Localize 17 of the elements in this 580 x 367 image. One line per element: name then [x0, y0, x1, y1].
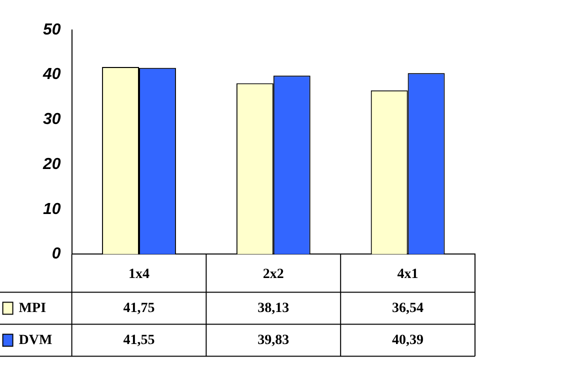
data-label: 41,75 — [123, 300, 155, 316]
legend-label: MPI — [18, 300, 46, 316]
data-label: 39,83 — [258, 332, 290, 348]
x-tick-label: 4x1 — [397, 267, 418, 282]
y-tick-label: 0 — [52, 246, 61, 263]
legend-label: DVM — [18, 332, 52, 348]
x-tick-label: 2x2 — [262, 267, 284, 282]
data-label: 41,55 — [123, 332, 155, 348]
y-tick-label: 40 — [42, 66, 61, 84]
y-tick-label: 20 — [42, 156, 61, 173]
data-label: 38,13 — [258, 300, 290, 316]
y-tick-label: 30 — [43, 111, 61, 128]
data-label: 36,54 — [392, 300, 424, 316]
x-tick-label: 1x4 — [128, 267, 150, 282]
y-tick-label: 50 — [43, 21, 61, 38]
data-label: 40,39 — [392, 332, 424, 348]
y-tick-label: 10 — [43, 200, 61, 218]
